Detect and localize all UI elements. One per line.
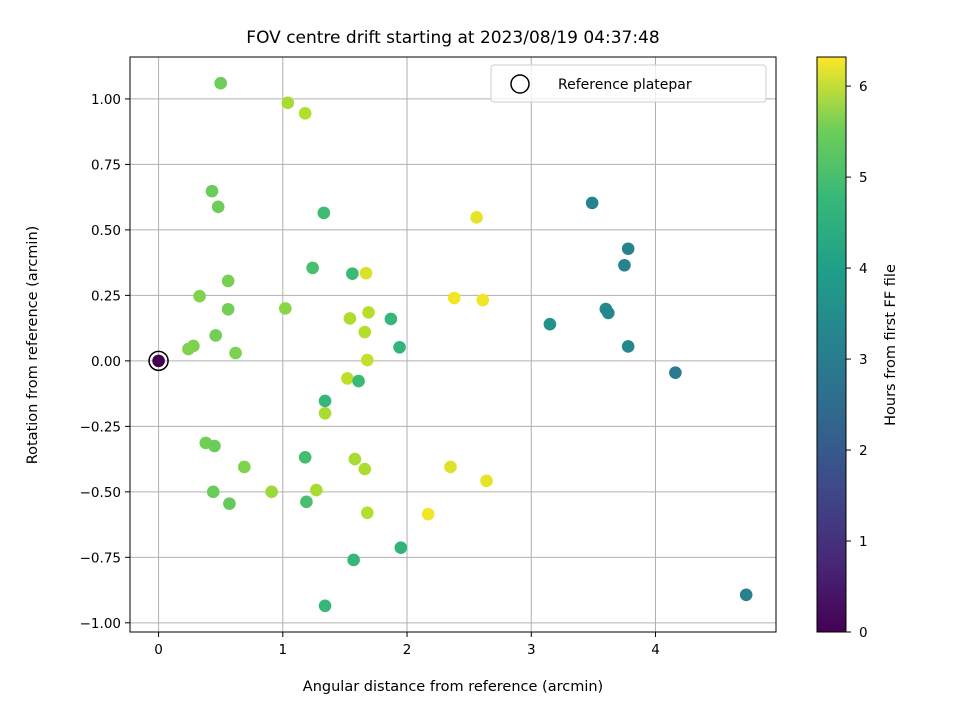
x-tick-label: 0	[154, 642, 163, 658]
x-tick-label: 3	[527, 642, 536, 658]
y-tick-label: −0.50	[80, 485, 121, 501]
data-point	[317, 206, 331, 220]
legend-box	[490, 64, 767, 103]
legend-marker-icon	[510, 74, 530, 94]
data-point	[205, 184, 219, 198]
data-point	[223, 497, 236, 510]
x-axis-ticks: 0 1 2 3 4	[154, 632, 660, 658]
data-point	[358, 462, 372, 476]
x-axis-label: Angular distance from reference (arcmin)	[303, 679, 603, 695]
y-tick-label: −0.75	[80, 550, 121, 566]
data-point	[585, 196, 599, 210]
plot-frame	[129, 56, 777, 633]
data-point	[359, 266, 373, 280]
data-point	[394, 541, 408, 554]
data-point	[298, 450, 312, 464]
y-axis-ticks: 1.00 0.75 0.50 0.25 0.00 −0.25 −0.50 −0.75 −1.00	[80, 92, 130, 632]
data-point	[318, 406, 332, 420]
chart-title: FOV centre drift starting at 2023/08/19 …	[246, 28, 659, 48]
y-tick-label: −1.00	[80, 616, 121, 632]
data-point	[384, 312, 398, 326]
data-point	[360, 506, 374, 520]
legend: Reference platepar	[490, 64, 767, 103]
data-point	[348, 452, 362, 466]
data-point	[444, 460, 457, 474]
plot-background	[130, 57, 776, 632]
data-point	[739, 588, 753, 602]
data-point	[543, 317, 557, 331]
data-point	[318, 599, 332, 613]
data-point	[347, 553, 360, 567]
reference-point	[152, 354, 165, 368]
y-axis-label: Rotation from reference (arcmin)	[25, 226, 41, 465]
data-point	[621, 242, 635, 256]
colorbar-tick-label: 0	[859, 625, 868, 641]
x-tick-label: 1	[279, 642, 288, 658]
data-point	[470, 211, 483, 224]
colorbar-tick-label: 6	[859, 79, 868, 95]
colorbar-tick-label: 3	[859, 352, 868, 368]
data-point	[669, 366, 682, 379]
data-point	[298, 107, 312, 120]
data-point	[209, 329, 223, 342]
data-point	[360, 353, 374, 367]
grid-lines	[130, 57, 776, 632]
data-point	[318, 394, 332, 408]
x-tick-label: 2	[403, 642, 412, 658]
colorbar: 0 1 2 3 4 5 6 Hours from first FF file	[816, 56, 899, 641]
data-point	[447, 291, 461, 305]
data-point	[208, 439, 221, 453]
data-points	[182, 76, 753, 613]
data-point	[601, 306, 615, 320]
colorbar-tick-label: 1	[859, 534, 868, 550]
data-point	[278, 302, 292, 315]
colorbar-tick-label: 4	[859, 261, 868, 277]
data-point	[193, 289, 206, 303]
reference-marker	[148, 350, 169, 372]
y-tick-label: −0.25	[80, 419, 121, 435]
data-point	[237, 460, 251, 474]
data-point	[221, 302, 235, 316]
data-point	[393, 340, 406, 354]
data-point	[621, 340, 635, 353]
data-point	[352, 374, 365, 388]
data-point	[221, 274, 235, 288]
data-point	[306, 261, 319, 275]
y-tick-label: 1.00	[91, 92, 121, 108]
x-tick-label: 4	[651, 642, 660, 658]
colorbar-tick-label: 5	[859, 170, 868, 186]
data-point	[206, 485, 220, 499]
data-point	[300, 495, 313, 509]
data-point	[310, 483, 323, 497]
colorbar-tick-label: 2	[859, 443, 868, 459]
data-point	[618, 258, 631, 272]
data-point	[346, 267, 359, 280]
data-point	[362, 306, 375, 319]
colorbar-label: Hours from first FF file	[883, 264, 899, 426]
data-point	[211, 200, 225, 214]
data-point	[421, 507, 435, 521]
data-point	[480, 474, 493, 488]
colorbar-gradient	[816, 56, 847, 633]
data-point	[343, 312, 357, 325]
data-point	[182, 342, 195, 356]
y-tick-label: 0.50	[91, 223, 121, 239]
data-point	[281, 96, 295, 110]
colorbar-ticks: 0 1 2 3 4 5 6	[846, 79, 868, 641]
legend-label: Reference platepar	[558, 77, 692, 93]
reference-ring	[148, 350, 169, 372]
y-tick-label: 0.75	[91, 157, 121, 173]
data-point	[358, 325, 372, 339]
y-tick-label: 0.00	[91, 354, 121, 370]
data-point	[214, 76, 227, 90]
data-point	[229, 346, 242, 360]
y-tick-label: 0.25	[91, 288, 121, 304]
data-point	[476, 293, 490, 307]
data-point	[265, 485, 278, 499]
data-point	[341, 372, 354, 385]
